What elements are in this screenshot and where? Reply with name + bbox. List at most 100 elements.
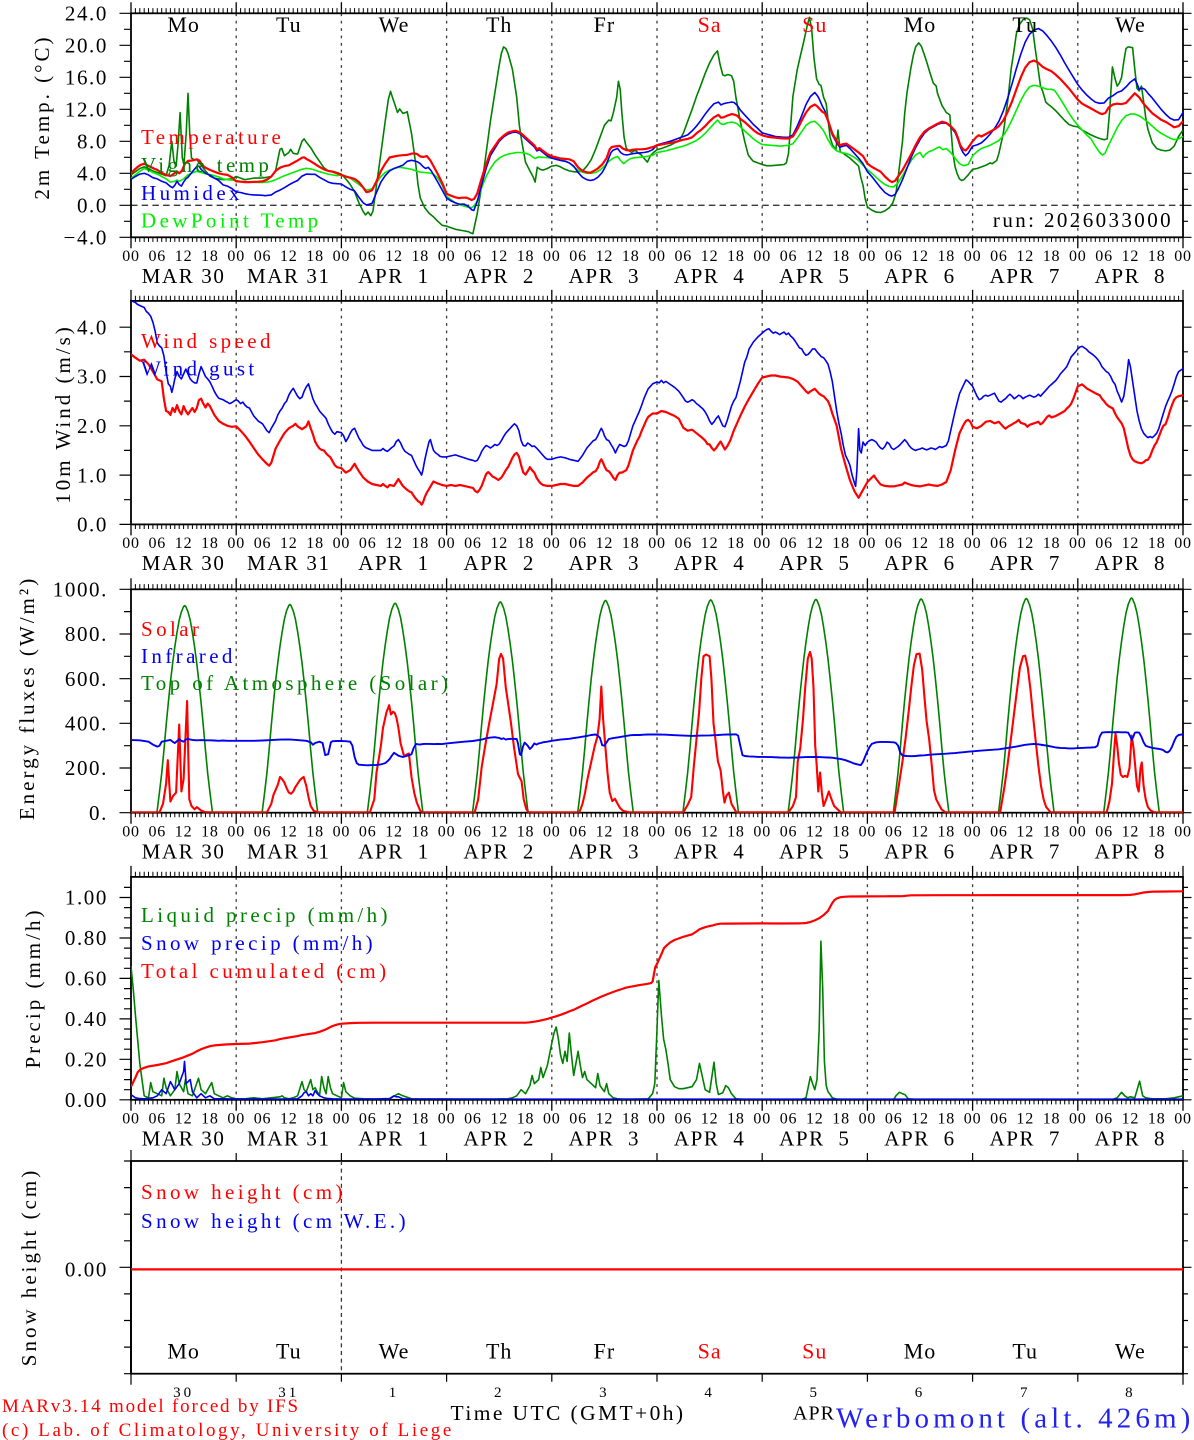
svg-text:06: 06 — [1095, 1111, 1113, 1128]
svg-text:APR 4: APR 4 — [674, 551, 745, 575]
svg-text:18: 18 — [1148, 535, 1166, 552]
svg-text:APR 8: APR 8 — [1095, 1127, 1166, 1151]
svg-text:Tu: Tu — [276, 1339, 302, 1364]
svg-text:00: 00 — [543, 535, 561, 552]
svg-text:Total cumulated (cm): Total cumulated (cm) — [141, 959, 389, 983]
svg-text:0.00: 0.00 — [65, 1088, 108, 1112]
svg-text:06: 06 — [569, 823, 587, 840]
svg-text:18: 18 — [622, 535, 640, 552]
svg-text:18: 18 — [1148, 823, 1166, 840]
svg-text:06: 06 — [148, 535, 166, 552]
svg-text:06: 06 — [885, 1111, 903, 1128]
svg-text:Mo: Mo — [167, 1339, 200, 1364]
svg-text:3.0: 3.0 — [77, 365, 108, 389]
svg-text:00: 00 — [964, 535, 982, 552]
svg-text:18: 18 — [937, 1111, 955, 1128]
svg-text:18: 18 — [201, 823, 219, 840]
svg-text:3: 3 — [599, 1385, 610, 1401]
svg-text:00: 00 — [859, 248, 877, 265]
svg-text:18: 18 — [622, 823, 640, 840]
svg-text:12: 12 — [385, 248, 403, 265]
svg-text:00: 00 — [1174, 1111, 1192, 1128]
svg-text:06: 06 — [359, 248, 377, 265]
svg-text:18: 18 — [411, 1111, 429, 1128]
svg-text:APR 5: APR 5 — [779, 264, 850, 288]
svg-text:We: We — [379, 12, 410, 37]
svg-text:18: 18 — [306, 248, 324, 265]
svg-text:We: We — [1115, 1339, 1146, 1364]
svg-text:06: 06 — [780, 248, 798, 265]
svg-text:12: 12 — [701, 248, 719, 265]
svg-text:00: 00 — [859, 823, 877, 840]
svg-text:APR 3: APR 3 — [569, 1127, 640, 1151]
svg-text:12: 12 — [701, 1111, 719, 1128]
svg-text:12: 12 — [1016, 535, 1034, 552]
svg-text:06: 06 — [464, 535, 482, 552]
svg-text:MAR 31: MAR 31 — [247, 551, 331, 575]
svg-text:1.0: 1.0 — [77, 463, 108, 487]
svg-text:12: 12 — [1122, 248, 1140, 265]
svg-text:18: 18 — [622, 248, 640, 265]
svg-text:12: 12 — [596, 823, 614, 840]
svg-text:00: 00 — [438, 1111, 456, 1128]
svg-text:Mo: Mo — [904, 1339, 937, 1364]
svg-text:18: 18 — [727, 535, 745, 552]
svg-text:12: 12 — [806, 535, 824, 552]
svg-text:APR 5: APR 5 — [779, 839, 850, 863]
svg-text:06: 06 — [990, 248, 1008, 265]
svg-text:run: 2026033000: run: 2026033000 — [993, 208, 1173, 232]
svg-text:12: 12 — [806, 1111, 824, 1128]
svg-text:18: 18 — [411, 248, 429, 265]
svg-text:Th: Th — [486, 1339, 512, 1364]
svg-text:APR 6: APR 6 — [884, 551, 955, 575]
svg-text:12: 12 — [911, 823, 929, 840]
svg-text:00: 00 — [1174, 823, 1192, 840]
svg-text:Mo: Mo — [904, 12, 937, 37]
svg-text:8: 8 — [1125, 1385, 1136, 1401]
svg-text:Humidex: Humidex — [141, 181, 243, 205]
svg-text:APR 6: APR 6 — [884, 1127, 955, 1151]
svg-text:06: 06 — [148, 823, 166, 840]
svg-text:00: 00 — [438, 535, 456, 552]
svg-text:00: 00 — [859, 1111, 877, 1128]
svg-text:18: 18 — [201, 1111, 219, 1128]
svg-text:12: 12 — [701, 823, 719, 840]
svg-text:APR 1: APR 1 — [358, 551, 429, 575]
svg-text:06: 06 — [254, 1111, 272, 1128]
svg-text:4.0: 4.0 — [77, 162, 108, 186]
svg-text:00: 00 — [543, 1111, 561, 1128]
svg-text:APR 2: APR 2 — [463, 839, 534, 863]
svg-text:Tu: Tu — [276, 12, 302, 37]
svg-text:APR 8: APR 8 — [1095, 839, 1166, 863]
svg-text:12: 12 — [596, 1111, 614, 1128]
svg-text:18: 18 — [306, 1111, 324, 1128]
svg-text:MAR 30: MAR 30 — [142, 551, 226, 575]
svg-text:00: 00 — [122, 535, 140, 552]
svg-text:06: 06 — [990, 1111, 1008, 1128]
svg-text:18: 18 — [306, 535, 324, 552]
svg-text:MAR 30: MAR 30 — [142, 839, 226, 863]
svg-text:12: 12 — [911, 248, 929, 265]
svg-text:MAR 31: MAR 31 — [247, 1127, 331, 1151]
svg-text:4: 4 — [704, 1385, 715, 1401]
svg-text:1000.: 1000. — [53, 578, 108, 602]
svg-text:2m Temp. (°C): 2m Temp. (°C) — [30, 34, 54, 199]
svg-text:Werbomont (alt. 426m): Werbomont (alt. 426m) — [836, 1403, 1194, 1435]
svg-text:Time UTC (GMT+0h): Time UTC (GMT+0h) — [451, 1401, 686, 1425]
svg-text:18: 18 — [832, 248, 850, 265]
svg-text:00: 00 — [648, 248, 666, 265]
svg-text:00: 00 — [122, 248, 140, 265]
svg-text:06: 06 — [780, 1111, 798, 1128]
svg-text:18: 18 — [517, 1111, 535, 1128]
svg-text:12: 12 — [280, 535, 298, 552]
svg-text:APR 7: APR 7 — [989, 1127, 1060, 1151]
svg-text:2: 2 — [494, 1385, 505, 1401]
svg-text:18: 18 — [832, 535, 850, 552]
svg-text:APR: APR — [793, 1403, 835, 1425]
svg-text:00: 00 — [1069, 535, 1087, 552]
svg-text:30: 30 — [173, 1385, 194, 1401]
svg-text:06: 06 — [780, 535, 798, 552]
svg-text:12: 12 — [1016, 248, 1034, 265]
svg-text:12: 12 — [1122, 1111, 1140, 1128]
svg-text:06: 06 — [569, 1111, 587, 1128]
